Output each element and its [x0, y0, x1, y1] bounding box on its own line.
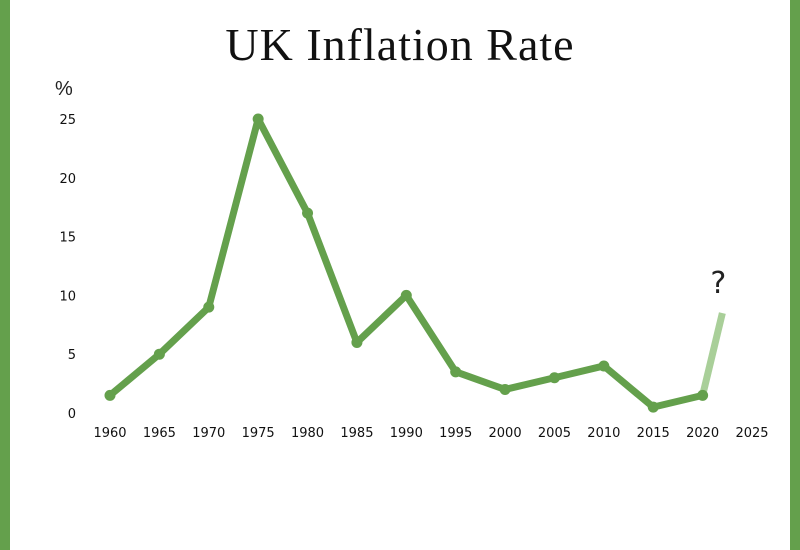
x-tick-label: 2015 — [637, 426, 670, 441]
projection-layer: ? — [699, 266, 726, 397]
x-tick-label: 2010 — [587, 426, 620, 441]
y-tick-label: 0 — [68, 407, 76, 422]
y-tick-label: 15 — [59, 231, 76, 246]
series-line — [106, 115, 707, 411]
frame-left-border — [0, 0, 10, 550]
y-tick-label: 10 — [59, 289, 76, 304]
x-tick-label: 1990 — [390, 426, 423, 441]
data-point — [203, 301, 215, 313]
x-tick-label: 1985 — [340, 426, 373, 441]
y-axis-unit-label: % — [55, 78, 73, 100]
series-points — [104, 113, 709, 413]
x-tick-label: 1980 — [291, 426, 324, 441]
data-point — [400, 289, 412, 301]
y-tick-label: 20 — [59, 172, 76, 187]
data-point — [153, 348, 165, 360]
series-lines — [106, 115, 707, 411]
data-point — [252, 113, 264, 125]
x-tick-label: 1995 — [439, 426, 472, 441]
data-point — [647, 401, 659, 413]
data-point — [351, 336, 363, 348]
x-tick-label: 1960 — [93, 426, 126, 441]
data-point — [450, 366, 462, 378]
x-tick-label: 2025 — [735, 426, 768, 441]
data-point — [499, 383, 511, 395]
x-axis-ticks: 1960 1965 1970 1975 1980 1985 1990 1995 2000 2005… — [93, 426, 768, 441]
data-point — [697, 389, 709, 401]
x-tick-label: 1970 — [192, 426, 225, 441]
y-tick-label: 25 — [59, 113, 76, 128]
projection-annotation: ? — [710, 266, 726, 301]
x-tick-label: 1965 — [143, 426, 176, 441]
y-axis-ticks: 0 5 10 15 20 25 — [59, 113, 76, 422]
frame-right-border — [790, 0, 800, 550]
data-point — [598, 360, 610, 372]
data-point — [104, 389, 116, 401]
projection-line — [699, 312, 726, 397]
x-tick-label: 2020 — [686, 426, 719, 441]
x-tick-label: 1975 — [242, 426, 275, 441]
chart-title: UK Inflation Rate — [225, 19, 575, 70]
y-tick-label: 5 — [68, 348, 76, 363]
x-tick-label: 2005 — [538, 426, 571, 441]
data-point — [548, 372, 560, 384]
data-point — [302, 207, 314, 219]
x-tick-label: 2000 — [489, 426, 522, 441]
